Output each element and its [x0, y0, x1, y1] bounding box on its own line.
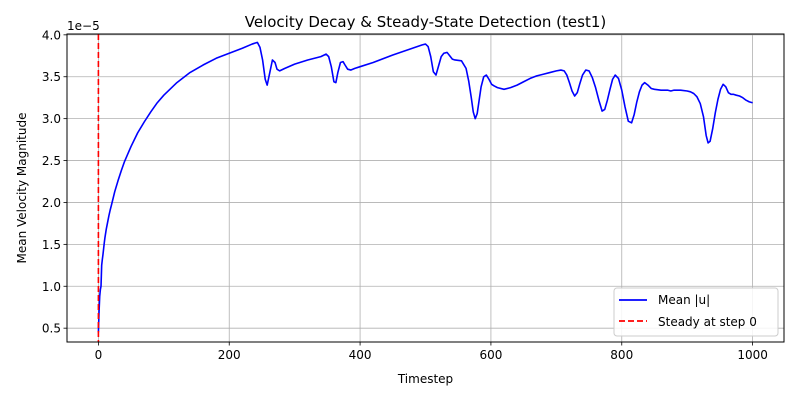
x-tick-label: 0 — [95, 348, 103, 362]
series-layer — [97, 34, 753, 342]
y-tick-label: 1.5 — [42, 238, 61, 252]
y-tick-label: 4.0 — [42, 28, 61, 42]
x-tick-label: 800 — [610, 348, 633, 362]
y-offset-text: 1e−5 — [67, 19, 100, 33]
x-tick-label: 600 — [479, 348, 502, 362]
legend: Mean |u| Steady at step 0 — [613, 287, 779, 337]
x-tick-label: 400 — [349, 348, 372, 362]
y-tick-label: 3.5 — [42, 70, 61, 84]
y-axis-label: Mean Velocity Magnitude — [15, 113, 29, 264]
x-axis-label: Timestep — [397, 372, 453, 386]
plot-frame — [66, 33, 785, 343]
y-tick-label: 2.5 — [42, 154, 61, 168]
y-tick-label: 0.5 — [42, 322, 61, 336]
legend-label-mean: Mean |u| — [658, 293, 710, 307]
x-tick-label: 1000 — [737, 348, 768, 362]
chart-title: Velocity Decay & Steady-State Detection … — [245, 13, 606, 31]
series-line-mean-velocity — [97, 41, 753, 333]
y-tick-label: 3.0 — [42, 112, 61, 126]
y-tick-label: 2.0 — [42, 196, 61, 210]
legend-box — [613, 287, 779, 337]
x-tick-label: 200 — [218, 348, 241, 362]
legend-label-steady: Steady at step 0 — [658, 315, 757, 329]
ticks: 0 200 400 600 800 1000 0.5 1.0 1.5 2.0 2.5 3.0 3.5 4.… — [42, 28, 768, 362]
y-tick-label: 1.0 — [42, 280, 61, 294]
